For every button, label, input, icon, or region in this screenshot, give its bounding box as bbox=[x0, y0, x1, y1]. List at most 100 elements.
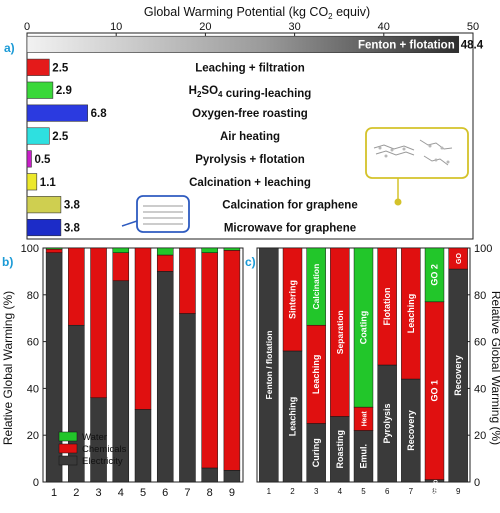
stacked-bar-segment bbox=[156, 254, 174, 272]
category-label: Calcination + leaching bbox=[189, 177, 311, 189]
stacked-bar-segment bbox=[45, 247, 63, 250]
stacked-bar-segment bbox=[90, 247, 107, 399]
x-tick-label: 8 bbox=[207, 487, 213, 499]
stacked-bar-segment bbox=[179, 313, 196, 483]
y-tick-label: 80 bbox=[27, 290, 39, 302]
x-tick-label: 8 bbox=[432, 487, 437, 496]
stacked-bar-segment bbox=[68, 247, 85, 326]
stacked-bar-segment bbox=[353, 247, 374, 408]
category-label: Pyrolysis + flotation bbox=[195, 154, 305, 166]
y-tick-label: 0 bbox=[474, 477, 480, 489]
segment-label: Recovery bbox=[433, 465, 440, 497]
y-tick-label: 100 bbox=[21, 243, 39, 255]
panel-b: b) Relative Global Warming (%) 0 20 40 60 80… bbox=[1, 243, 244, 499]
segment-label: Recovery bbox=[453, 355, 463, 396]
segment-label: Leaching bbox=[311, 355, 321, 395]
stacked-bar-segment bbox=[201, 247, 218, 253]
x-tick-label: 50 bbox=[467, 21, 479, 33]
stacked-bar-segment bbox=[377, 247, 397, 366]
stacked-bar-segment bbox=[201, 467, 218, 483]
x-tick-label: 6 bbox=[162, 487, 168, 499]
stacked-bar-segment bbox=[112, 247, 130, 253]
stacked-bar-segment bbox=[156, 247, 174, 256]
bar bbox=[26, 104, 88, 122]
value-label: 3.8 bbox=[64, 200, 81, 212]
legend-swatch bbox=[58, 455, 78, 466]
stacked-bar-segment bbox=[259, 247, 279, 483]
bar bbox=[26, 35, 460, 53]
x-tick-label: 7 bbox=[184, 487, 190, 499]
stacked-bar-segment bbox=[134, 247, 152, 410]
x-tick-label: 7 bbox=[409, 487, 414, 496]
x-tick-label: 3 bbox=[95, 487, 101, 499]
bar bbox=[26, 58, 50, 76]
stacked-bar-segment bbox=[134, 409, 152, 483]
category-label: Air heating bbox=[220, 131, 280, 143]
segment-label: Recovery bbox=[406, 410, 416, 451]
x-tick-label: 1 bbox=[51, 487, 57, 499]
stacked-bar-segment bbox=[282, 247, 303, 352]
segment-label: Roasting bbox=[335, 430, 345, 469]
panel-a: a) Global Warming Potential (kg CO2 equi… bbox=[4, 5, 484, 240]
category-label: Leaching + filtration bbox=[195, 62, 305, 74]
stacked-bar-segment bbox=[448, 247, 468, 270]
segment-label: Fenton / flotation bbox=[264, 331, 274, 400]
segment-label: Leaching bbox=[288, 397, 298, 437]
panel-b-bars bbox=[45, 247, 241, 483]
x-tick-label: 3 bbox=[314, 487, 319, 496]
y-tick-label: 60 bbox=[474, 337, 486, 349]
category-label: H2SO4 curing-leaching bbox=[189, 85, 312, 100]
value-label: 0.5 bbox=[34, 154, 51, 166]
stacked-bar-segment bbox=[424, 247, 445, 303]
value-label: 2.5 bbox=[52, 131, 69, 143]
legend-swatch bbox=[58, 443, 78, 454]
panel-b-label: b) bbox=[2, 255, 13, 269]
segment-label: Pyrolysis bbox=[382, 403, 392, 443]
bar bbox=[26, 196, 62, 214]
y-tick-label: 80 bbox=[474, 290, 486, 302]
segment-label: Coating bbox=[359, 311, 369, 345]
segment-label: GO 2 bbox=[430, 264, 440, 286]
segment-label: Curing bbox=[311, 438, 321, 467]
y-tick-label: 20 bbox=[474, 430, 486, 442]
bar bbox=[26, 150, 32, 168]
value-label: 3.8 bbox=[64, 223, 81, 235]
stacked-bar-segment bbox=[112, 252, 130, 282]
x-tick-label: 40 bbox=[378, 21, 390, 33]
panel-b-axes: 0 20 40 60 80 100 1 2 3 4 5 6 7 8 9 bbox=[21, 243, 235, 499]
segment-label: Emul. bbox=[359, 444, 369, 469]
panel-c-axes: 0 20 40 60 80 100 1 2 3 4 5 6 7 8 9 bbox=[267, 243, 493, 496]
y-tick-label: 40 bbox=[474, 383, 486, 395]
stacked-bar-segment bbox=[45, 248, 63, 253]
y-tick-label: 100 bbox=[474, 243, 492, 255]
legend-swatch bbox=[58, 431, 78, 442]
x-tick-label: 4 bbox=[118, 487, 124, 499]
graphene-sheet-callout bbox=[365, 127, 469, 206]
panel-b-y-axis-label: Relative Global Warming (%) bbox=[1, 291, 15, 445]
x-tick-label: 20 bbox=[199, 21, 211, 33]
x-tick-label: 30 bbox=[288, 21, 300, 33]
stacked-bar-segment bbox=[179, 247, 196, 314]
x-tick-label: 2 bbox=[73, 487, 79, 499]
stacked-bar-segment bbox=[223, 470, 241, 483]
panel-c: c) Relative Global Warming (%) 0 20 40 60 80… bbox=[245, 243, 500, 497]
y-tick-label: 60 bbox=[27, 337, 39, 349]
panel-a-bars: Fenton + flotation 48.4 2.5 Leaching + filt… bbox=[26, 35, 484, 237]
x-tick-label: 0 bbox=[24, 21, 30, 33]
stacked-bar-segment bbox=[330, 247, 350, 417]
segment-label: Flotation bbox=[382, 288, 392, 326]
x-tick-label: 2 bbox=[290, 487, 295, 496]
bar bbox=[26, 81, 54, 99]
x-tick-label: 5 bbox=[361, 487, 366, 496]
bar bbox=[26, 173, 38, 191]
legend-label: Electricity bbox=[82, 456, 123, 467]
x-tick-label: 9 bbox=[456, 487, 461, 496]
x-tick-label: 9 bbox=[229, 487, 235, 499]
x-tick-label: 1 bbox=[267, 487, 272, 496]
value-label: 48.4 bbox=[461, 39, 484, 51]
value-label: 2.5 bbox=[52, 62, 69, 74]
segment-label: Sintering bbox=[288, 280, 298, 319]
legend-label: Chemicals bbox=[82, 444, 127, 455]
category-label: Oxygen-free roasting bbox=[192, 108, 308, 120]
